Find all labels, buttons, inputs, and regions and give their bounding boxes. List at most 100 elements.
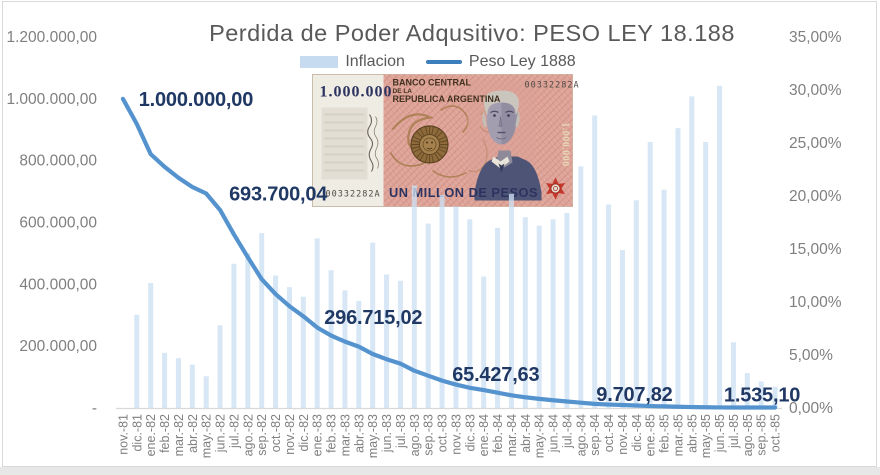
x-axis-tick: jul.-84: [560, 414, 574, 449]
banknote-sun-emblem: [410, 125, 449, 164]
x-axis-tick: nov.-83: [449, 414, 463, 455]
x-axis-tick: ago.-85: [741, 414, 755, 456]
banknote-denomination: 1.000.000: [320, 84, 393, 101]
line-data-label: 693.700,04: [229, 184, 328, 206]
right-axis-tick: 0,00%: [789, 400, 833, 417]
peso-legend-label: Peso Ley 1888: [468, 53, 576, 70]
x-axis-tick: mar.-84: [505, 414, 519, 456]
banknote-watermark-lines: [324, 113, 365, 172]
chart-title: Perdida de Poder Adqusitivo: PESO LEY 18…: [209, 20, 735, 46]
x-axis-tick: jun.-82: [214, 414, 228, 453]
x-axis-tick: ago.-84: [574, 414, 588, 456]
inflation-bar: [217, 325, 223, 408]
x-axis-labels: nov.-81 dic.-81 ene.-82 feb.-82 mar.-82 abr.-…: [116, 414, 782, 458]
line-data-label: 1.535,10: [724, 385, 800, 407]
x-axis-tick: sep.-83: [422, 414, 436, 456]
inflation-bar: [689, 96, 695, 409]
x-axis-tick: abr.-82: [186, 414, 200, 453]
banknote-signature: [367, 114, 374, 172]
inflation-bar: [397, 280, 403, 408]
inflation-bar: [647, 141, 653, 408]
banknote-rosette: [546, 177, 565, 200]
x-axis-tick: abr.-84: [519, 414, 533, 453]
inflation-bar: [495, 227, 501, 408]
inflation-bar: [744, 373, 750, 408]
banknote-image: 1.000.000 BANCO CENTRAL DE LA REPUBLICA …: [312, 74, 580, 207]
x-axis-tick: may.-82: [200, 414, 214, 458]
banknote-value-vertical: 1.000.000: [560, 122, 571, 167]
inflation-bar: [730, 342, 736, 408]
banknote-value-text: UN MILLON DE PESOS: [389, 185, 538, 200]
right-axis-tick: 20,00%: [789, 188, 842, 205]
banknote-serial-top: 00332282A: [525, 81, 580, 91]
inflation-bar: [758, 381, 764, 408]
left-axis-tick: 200.000,00: [19, 338, 97, 355]
line-data-labels: 1.000.000,00 693.700,04 296.715,02 65.427,6…: [139, 89, 801, 407]
x-axis-tick: jul.-82: [227, 414, 241, 449]
banknote-watermark: [321, 107, 368, 180]
inflation-bar: [245, 253, 251, 408]
right-axis-tick: 5,00%: [789, 347, 833, 364]
inflation-bar: [286, 287, 292, 408]
banknote-issuer-3: REPUBLICA ARGENTINA: [393, 94, 501, 104]
line-data-label: 65.427,63: [452, 364, 539, 386]
inflation-bar: [564, 212, 570, 408]
left-axis-tick: 1.000.000,00: [6, 91, 97, 108]
inflation-bar: [175, 358, 181, 408]
inflation-bar: [356, 300, 362, 408]
x-axis-tick: feb.-84: [491, 414, 505, 453]
banknote-issuer-2: DE LA: [393, 88, 413, 95]
banknote-signature-2: [373, 116, 379, 169]
peso-line-path: [120, 96, 778, 410]
inflation-bar: [703, 141, 709, 408]
x-axis-tick: dic.-83: [463, 414, 477, 452]
inflation-bar: [717, 85, 723, 408]
inflation-bar: [162, 352, 168, 408]
x-axis-tick: mar.-82: [172, 414, 186, 456]
x-axis-tick: feb.-85: [658, 414, 672, 453]
inflation-bar: [633, 200, 639, 408]
banknote-portrait: [467, 80, 542, 201]
inflation-bar: [536, 225, 542, 408]
left-axis-tick: 600.000,00: [19, 215, 97, 232]
x-axis-tick: ago.-82: [241, 414, 255, 456]
inflation-bar: [148, 282, 154, 408]
inflation-legend-label: Inflacion: [345, 53, 405, 70]
inflation-legend-swatch: [300, 56, 339, 68]
x-axis-tick: oct.-82: [269, 414, 283, 452]
inflation-bar: [411, 185, 417, 408]
inflation-bar: [300, 296, 306, 408]
x-axis-tick: nov.-84: [616, 414, 630, 455]
x-axis-tick: oct.-83: [436, 414, 450, 452]
x-axis-tick: feb.-83: [325, 414, 339, 453]
inflation-bar: [134, 314, 140, 408]
inflation-bar: [619, 250, 625, 408]
line-data-label: 1.000.000,00: [139, 89, 253, 111]
x-axis-tick: abr.-83: [352, 414, 366, 453]
inflation-bar: [453, 206, 459, 408]
inflation-bar: [314, 238, 320, 408]
x-axis-tick: nov.-82: [283, 414, 297, 455]
bottom-band: [0, 467, 880, 475]
x-axis-tick: mar.-83: [338, 414, 352, 456]
x-axis-tick: jun.-84: [547, 414, 561, 453]
x-axis-tick: ago.-83: [408, 414, 422, 456]
banknote-issuer-1: BANCO CENTRAL: [393, 78, 472, 88]
x-axis-tick: dic.-81: [130, 414, 144, 452]
inflation-bar: [578, 166, 584, 408]
x-axis-tick: jun.-83: [380, 414, 394, 453]
inflation-bar: [273, 275, 279, 408]
x-axis-tick: jul.-83: [394, 414, 408, 449]
peso-legend-swatch: [425, 59, 462, 65]
inflation-bar: [328, 270, 334, 408]
x-axis-tick: jun.-85: [713, 414, 727, 453]
inflation-bar: [384, 274, 390, 408]
left-axis-tick: 800.000,00: [19, 153, 97, 170]
inflation-bars: [134, 85, 778, 409]
x-axis-tick: dic.-82: [297, 414, 311, 452]
inflation-bar: [425, 223, 431, 408]
left-axis-tick: 1.200.000,00: [6, 29, 97, 46]
left-axis-tick: 400.000,00: [19, 276, 97, 293]
inflation-bar: [606, 204, 612, 408]
banknote-serial-bottom: 00332282A: [326, 190, 381, 200]
